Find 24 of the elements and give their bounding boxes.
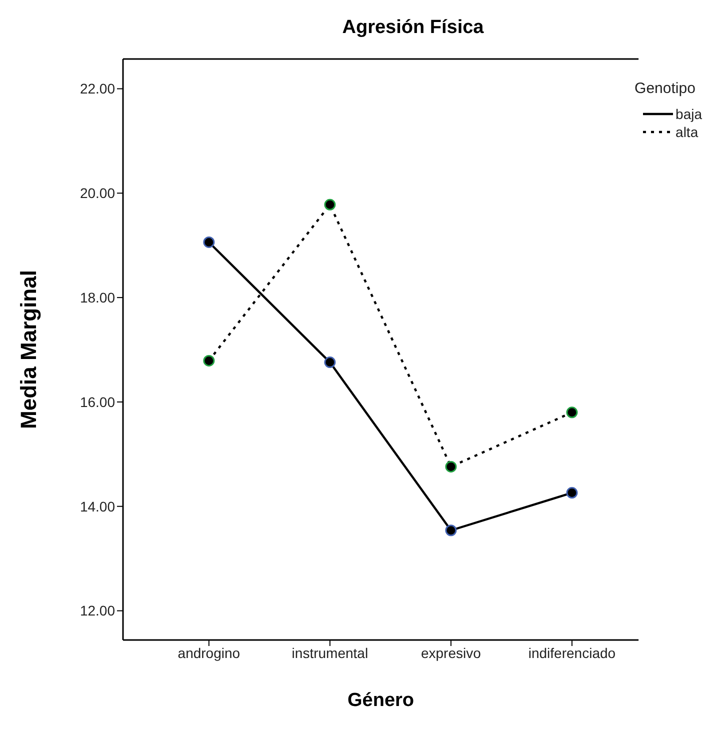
point xyxy=(324,356,336,368)
point xyxy=(203,354,215,366)
x-tick-label: androgino xyxy=(178,644,240,661)
y-tick-label: 20.00 xyxy=(80,185,116,202)
point xyxy=(445,524,457,536)
x-axis-title: Género xyxy=(348,690,414,711)
point xyxy=(324,198,336,210)
y-tick-label: 12.00 xyxy=(80,602,116,619)
point xyxy=(203,236,215,248)
y-tick-label: 22.00 xyxy=(80,80,116,97)
x-tick-label: expresivo xyxy=(420,644,482,661)
legend-label: alta xyxy=(676,124,698,140)
x-tick-label: indiferenciado xyxy=(528,644,616,661)
legend-label: baja xyxy=(676,106,702,122)
y-tick-label: 18.00 xyxy=(80,290,116,306)
chart-title: Agresión Física xyxy=(341,16,485,40)
y-tick-label: 14.00 xyxy=(80,498,116,514)
x-tick-label: instrumental xyxy=(292,644,368,661)
point xyxy=(566,487,578,499)
y-axis-title: Media Marginal xyxy=(16,270,41,429)
y-tick-label: 16.00 xyxy=(80,394,116,410)
point xyxy=(445,460,457,472)
point xyxy=(566,406,578,418)
legend-title: Genotipo xyxy=(634,80,696,97)
